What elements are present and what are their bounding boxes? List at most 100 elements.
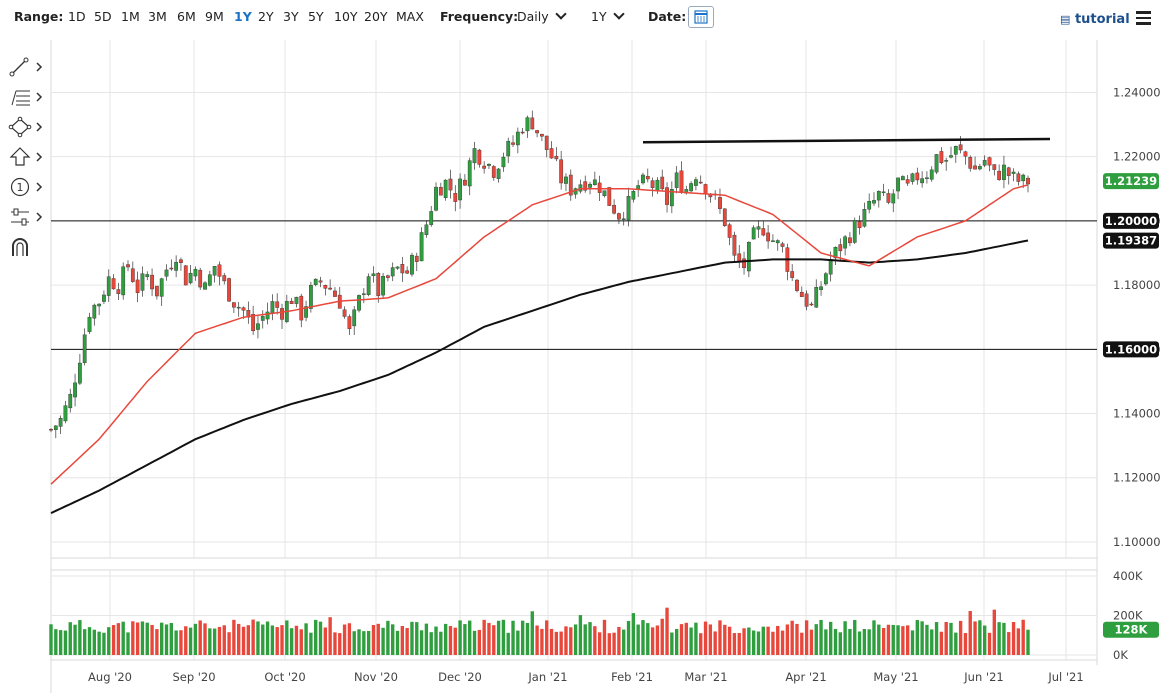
- volume-bar: [468, 620, 472, 655]
- candle-up: [487, 163, 491, 166]
- candle-up: [121, 266, 126, 296]
- candle-up: [896, 177, 900, 192]
- candle-down: [612, 204, 616, 214]
- volume-bar: [342, 624, 347, 655]
- candle-up: [982, 160, 987, 166]
- calendar-icon: [694, 10, 708, 24]
- volume-bar: [636, 624, 640, 655]
- candle-up: [304, 306, 308, 318]
- volume-bar: [405, 628, 409, 655]
- range-1d[interactable]: 1D: [68, 9, 86, 24]
- volume-bar: [1026, 629, 1030, 655]
- magnet-tool[interactable]: [8, 236, 48, 258]
- range-20y[interactable]: 20Y: [364, 9, 388, 24]
- volume-bar: [131, 621, 135, 655]
- candle-up: [501, 156, 506, 168]
- candle-up: [669, 189, 674, 207]
- volume-bar: [934, 622, 939, 655]
- x-tick-label: Sep '20: [172, 670, 215, 684]
- frequency-select[interactable]: Daily: [517, 8, 567, 24]
- range-max[interactable]: MAX: [396, 9, 424, 24]
- volume-bar: [896, 625, 900, 655]
- volume-bar: [559, 631, 563, 655]
- period-select[interactable]: 1Y: [591, 8, 625, 24]
- volume-bar: [482, 619, 486, 655]
- candle-down: [535, 130, 539, 134]
- volume-bar: [747, 627, 751, 655]
- candle-up: [256, 323, 260, 330]
- volume-bar: [92, 629, 96, 655]
- candle-up: [294, 296, 299, 304]
- range-5y[interactable]: 5Y: [308, 9, 324, 24]
- fibonacci-tool[interactable]: [8, 86, 48, 108]
- candle-down: [766, 232, 770, 242]
- candle-up: [212, 266, 217, 276]
- volume-bar: [376, 623, 380, 655]
- volume-bar: [198, 620, 202, 655]
- volume-bar: [1011, 622, 1016, 655]
- candle-down: [597, 182, 602, 193]
- candle-down: [809, 303, 814, 306]
- candle-up: [578, 184, 583, 192]
- volume-bar: [742, 628, 746, 655]
- arrow-tool[interactable]: [8, 146, 48, 168]
- ma200-line[interactable]: [50, 239, 1029, 515]
- tutorial-link[interactable]: ▤ tutorial: [1060, 12, 1130, 27]
- range-3m[interactable]: 3M: [148, 9, 167, 24]
- x-tick-label: Jul '21: [1047, 670, 1083, 684]
- candle-up: [626, 195, 631, 221]
- candle-up: [674, 172, 679, 188]
- range-10y[interactable]: 10Y: [334, 9, 358, 24]
- candle-up: [92, 304, 97, 319]
- volume-bar: [915, 620, 919, 655]
- volume-bar: [564, 626, 568, 655]
- price-marker: [1103, 232, 1159, 249]
- range-9m[interactable]: 9M: [205, 9, 224, 24]
- volume-bar: [939, 631, 944, 655]
- candle-down: [963, 151, 968, 157]
- candle-up: [159, 278, 164, 297]
- resistance-line[interactable]: [642, 137, 1051, 144]
- candle-down: [554, 155, 559, 160]
- volume-bar: [554, 631, 559, 655]
- volume-bar: [809, 629, 814, 655]
- candle-down: [232, 302, 236, 308]
- shapes-tool[interactable]: [8, 116, 48, 138]
- candle-up: [689, 183, 693, 192]
- volume-bar: [275, 627, 279, 655]
- candle-down: [703, 184, 708, 195]
- candle-down: [438, 187, 443, 196]
- volume-bar: [217, 626, 222, 655]
- candle-down: [886, 193, 891, 203]
- range-5d[interactable]: 5D: [94, 9, 112, 24]
- candle-down: [732, 234, 737, 256]
- volume-bar: [265, 621, 270, 655]
- range-2y[interactable]: 2Y: [258, 9, 274, 24]
- menu-icon[interactable]: [1136, 11, 1151, 28]
- volume-bar: [333, 632, 337, 655]
- range-6m[interactable]: 6M: [177, 9, 196, 24]
- candle-down: [386, 275, 390, 278]
- counter-tool[interactable]: 1: [8, 176, 48, 198]
- range-1y[interactable]: 1Y: [234, 9, 252, 24]
- frequency-value: Daily: [517, 9, 549, 24]
- range-1m[interactable]: 1M: [121, 9, 140, 24]
- volume-bar: [145, 622, 149, 655]
- candle-up: [63, 405, 68, 422]
- calendar-button[interactable]: [688, 6, 714, 28]
- candle-down: [718, 197, 722, 209]
- ma50-line[interactable]: [50, 184, 1029, 485]
- candle-down: [463, 179, 467, 186]
- candle-up: [751, 227, 756, 240]
- volume-bar: [569, 627, 573, 655]
- volume-bar: [314, 619, 318, 655]
- range-3y[interactable]: 3Y: [283, 9, 299, 24]
- candle-down: [992, 164, 997, 170]
- volume-bar: [886, 624, 891, 655]
- line-tool[interactable]: [8, 56, 48, 78]
- measure-tool[interactable]: [8, 206, 48, 228]
- volume-bar: [848, 628, 852, 655]
- candle-up: [87, 316, 92, 332]
- candle-up: [164, 269, 169, 277]
